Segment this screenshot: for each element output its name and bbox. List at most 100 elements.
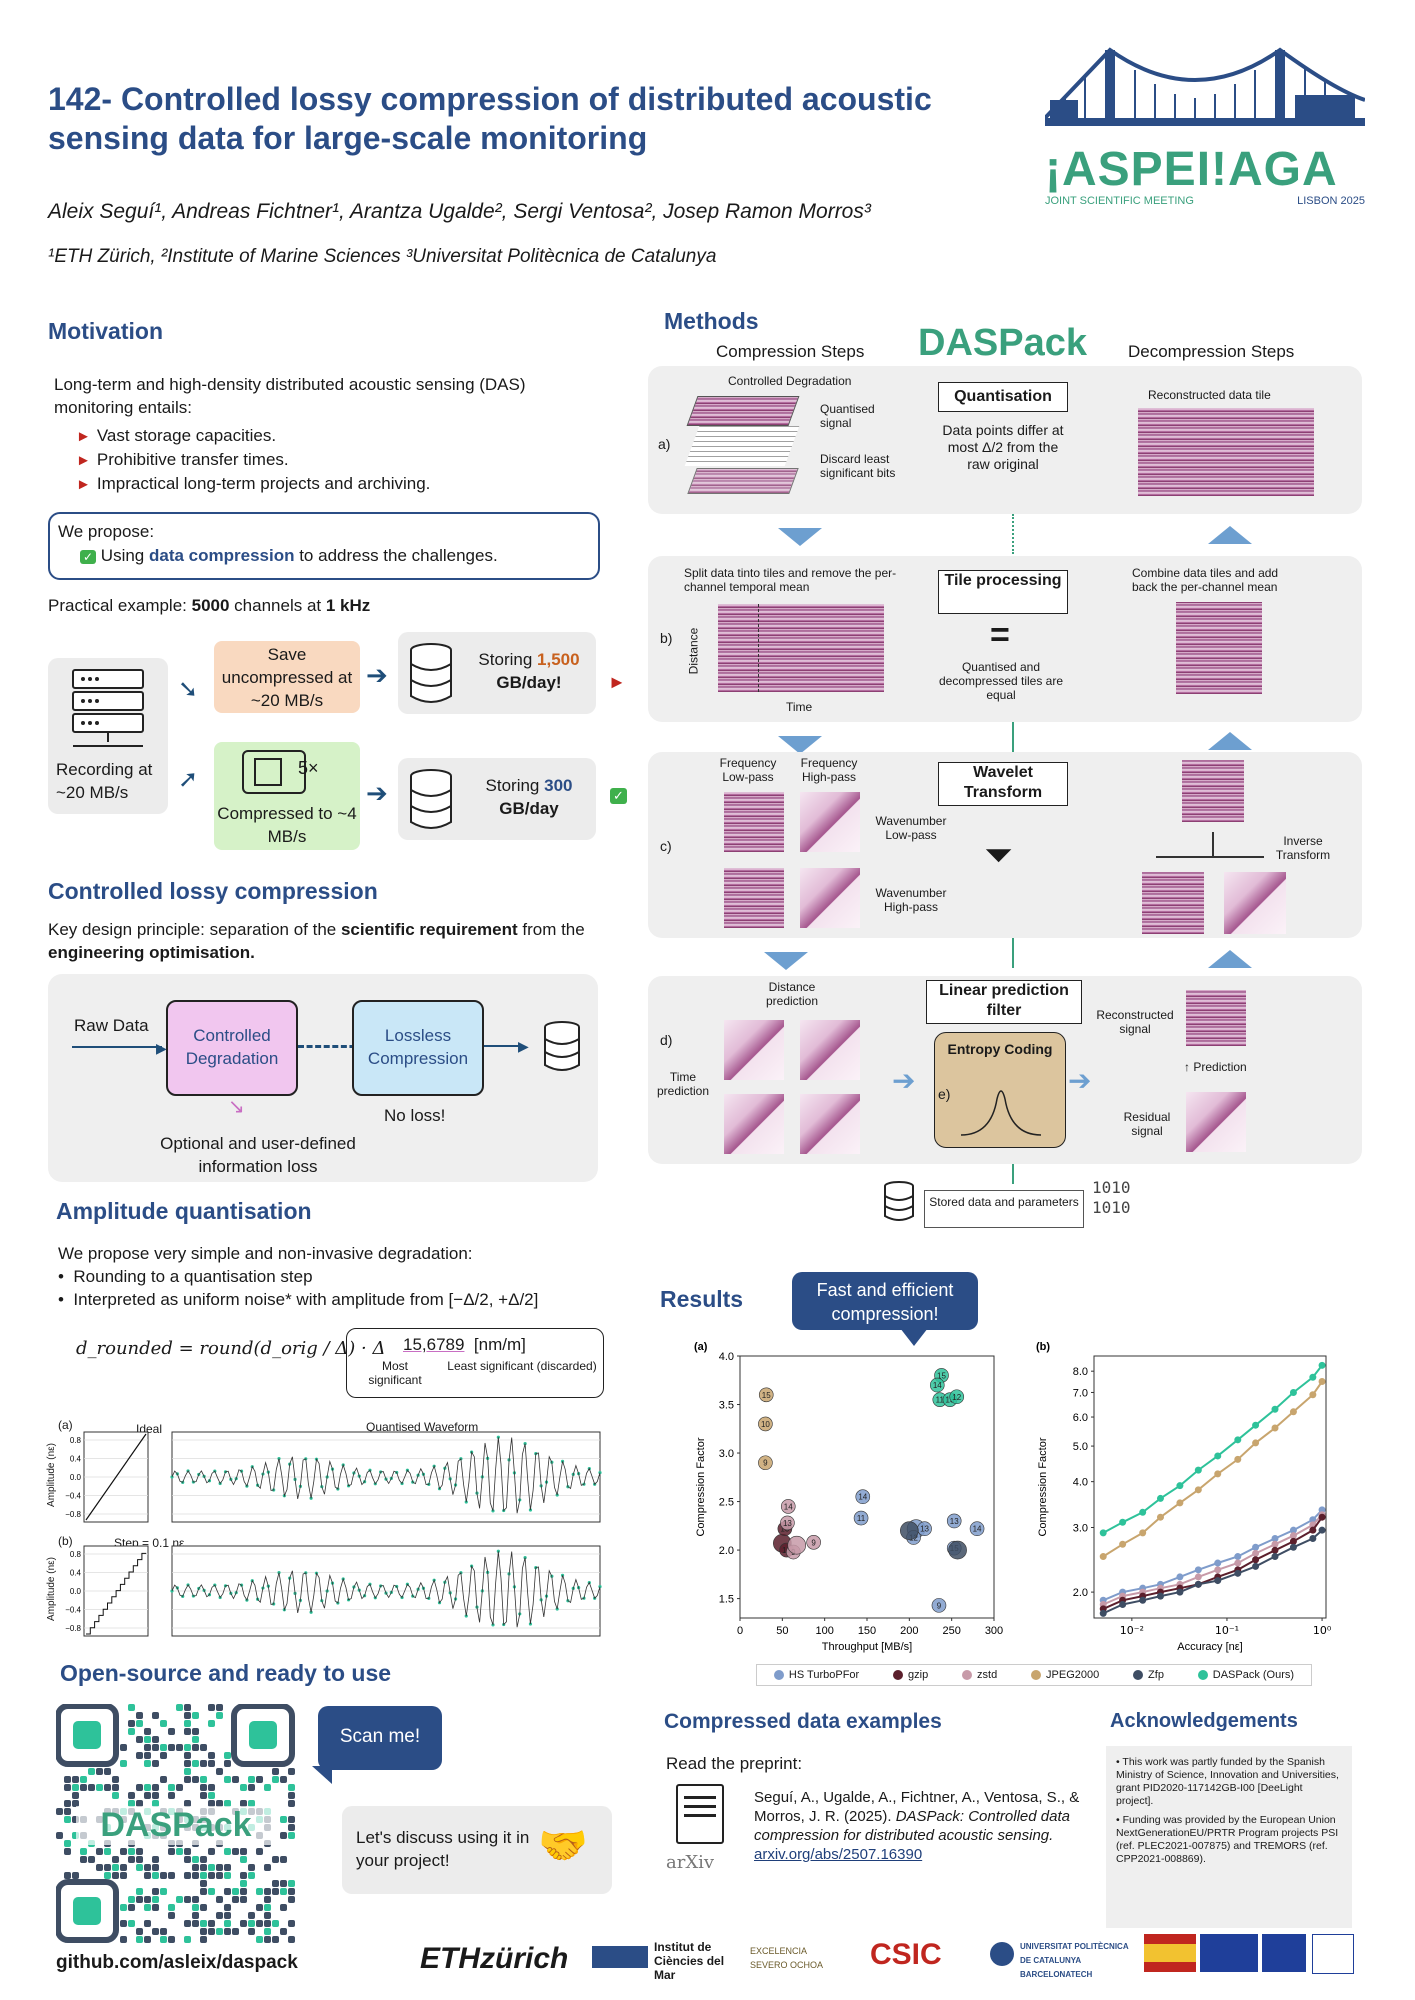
y-tick-label: 4.0: [719, 1351, 734, 1363]
qr-module: [152, 1800, 159, 1807]
quantisation-box: Quantisation: [938, 382, 1068, 412]
qr-module: [96, 1848, 103, 1855]
qr-module: [288, 1792, 295, 1799]
series-point: [1194, 1580, 1202, 1588]
qr-module: [88, 1768, 95, 1775]
series-point: [1252, 1556, 1260, 1564]
arxiv-logo: arXiv: [666, 1852, 715, 1873]
github-link[interactable]: github.com/asleix/daspack: [56, 1952, 298, 1973]
qr-module: [104, 1768, 111, 1775]
waveform-line: [171, 1551, 601, 1628]
qr-module: [288, 1936, 295, 1943]
qr-module: [176, 1744, 183, 1751]
qr-module: [152, 1864, 159, 1871]
qr-module: [208, 1872, 215, 1879]
qr-module: [280, 1832, 287, 1839]
qr-module: [168, 1904, 175, 1911]
series-point: [1252, 1562, 1260, 1570]
series-point: [1271, 1540, 1279, 1548]
point-label: 14: [933, 1381, 942, 1390]
qr-module: [168, 1744, 175, 1751]
prtr-logo: [1262, 1934, 1306, 1972]
qr-module: [208, 1928, 215, 1935]
legend-item: DASPack (Ours): [1197, 1669, 1294, 1681]
y-tick-label: 6.0: [1073, 1412, 1088, 1424]
scatter-point: [806, 1535, 821, 1550]
qr-module: [112, 1784, 119, 1791]
qr-module: [248, 1800, 255, 1807]
filter-icon: ⏷: [984, 834, 1013, 875]
x-tick-label: 0: [737, 1625, 743, 1637]
qr-module: [192, 1896, 199, 1903]
y-tick-label: 5.0: [1073, 1441, 1088, 1453]
red-flag-icon: ►: [608, 672, 626, 692]
qr-module: [120, 1936, 127, 1943]
equals-sign: =: [990, 616, 1010, 654]
qr-module: [224, 1888, 231, 1895]
reconstructed-signal-label: Reconstructed signal: [1096, 1008, 1174, 1036]
qr-module: [104, 1784, 111, 1791]
entropy-coding-label: Entropy Coding: [947, 1041, 1053, 1057]
qr-module: [288, 1824, 295, 1831]
qr-module: [216, 1912, 223, 1919]
spain-ministry-logo: [1144, 1934, 1196, 1972]
pred-image-2: [800, 1020, 860, 1080]
qr-module: [104, 1872, 111, 1879]
y-axis-label: Compression Factor: [1037, 1437, 1049, 1536]
qr-module: [200, 1776, 207, 1783]
bridge-icon: [1043, 47, 1366, 126]
checkmark-icon: ✓: [610, 788, 627, 804]
recording-label: Recording at ~20 MB/s: [56, 760, 153, 802]
series-point: [1194, 1573, 1202, 1581]
series-point: [1271, 1405, 1279, 1413]
qr-module: [192, 1856, 199, 1863]
qr-module: [120, 1744, 127, 1751]
qr-module: [120, 1760, 127, 1767]
tick-label: 0.4: [70, 1455, 82, 1464]
scatter-point: [758, 1455, 773, 1471]
combine-tiles-label: Combine data tiles and add back the per-…: [1132, 566, 1279, 594]
qr-module: [216, 1712, 223, 1719]
qr-code[interactable]: DASPack: [55, 1703, 296, 1944]
red-flag-icon: ►: [76, 476, 91, 493]
tile-processing-box: Tile processing: [938, 570, 1068, 614]
legend-item: Zfp: [1133, 1669, 1164, 1681]
qr-module: [64, 1808, 71, 1815]
qr-module: [232, 1888, 239, 1895]
upc-logo-mark: [990, 1942, 1014, 1966]
point-label: 10: [761, 1420, 770, 1429]
author-list: Aleix Seguí¹, Andreas Fichtner¹, Arantza…: [48, 200, 871, 223]
freq-high-label: Frequency High-pass: [800, 756, 858, 784]
arrow-up-icon: [1208, 526, 1252, 544]
raw-data-label: Raw Data: [74, 1016, 149, 1035]
qr-module: [80, 1784, 87, 1791]
qr-module: [136, 1752, 143, 1759]
qr-module: [216, 1800, 223, 1807]
qr-module: [128, 1704, 135, 1711]
database-icon: [544, 1021, 580, 1071]
freq-low-label: Frequency Low-pass: [719, 756, 777, 784]
poster-title: 142- Controlled lossy compression of dis…: [48, 81, 932, 156]
tick-label: 0.0: [70, 1587, 82, 1596]
qr-module: [248, 1784, 255, 1791]
database-icon: [410, 643, 452, 703]
qr-module: [120, 1872, 127, 1879]
legend-marker: [1197, 1670, 1208, 1681]
legend-label: HS TurboPFor: [788, 1669, 860, 1681]
qr-module: [280, 1928, 287, 1935]
arxiv-link[interactable]: arxiv.org/abs/2507.16390: [754, 1846, 923, 1863]
qr-module: [144, 1792, 151, 1799]
staircase-line: [86, 1552, 147, 1635]
qr-module: [184, 1920, 191, 1927]
series-point: [1214, 1452, 1222, 1460]
qr-module: [120, 1864, 127, 1871]
qr-module: [192, 1872, 199, 1879]
tick-label: −0.8: [65, 1510, 81, 1519]
qr-module: [280, 1888, 287, 1895]
qr-module: [136, 1848, 143, 1855]
qr-module: [272, 1856, 279, 1863]
pred-image-4: [800, 1094, 860, 1154]
tick-label: 0.4: [70, 1569, 82, 1578]
series-point: [1309, 1391, 1317, 1399]
qr-module: [224, 1928, 231, 1935]
